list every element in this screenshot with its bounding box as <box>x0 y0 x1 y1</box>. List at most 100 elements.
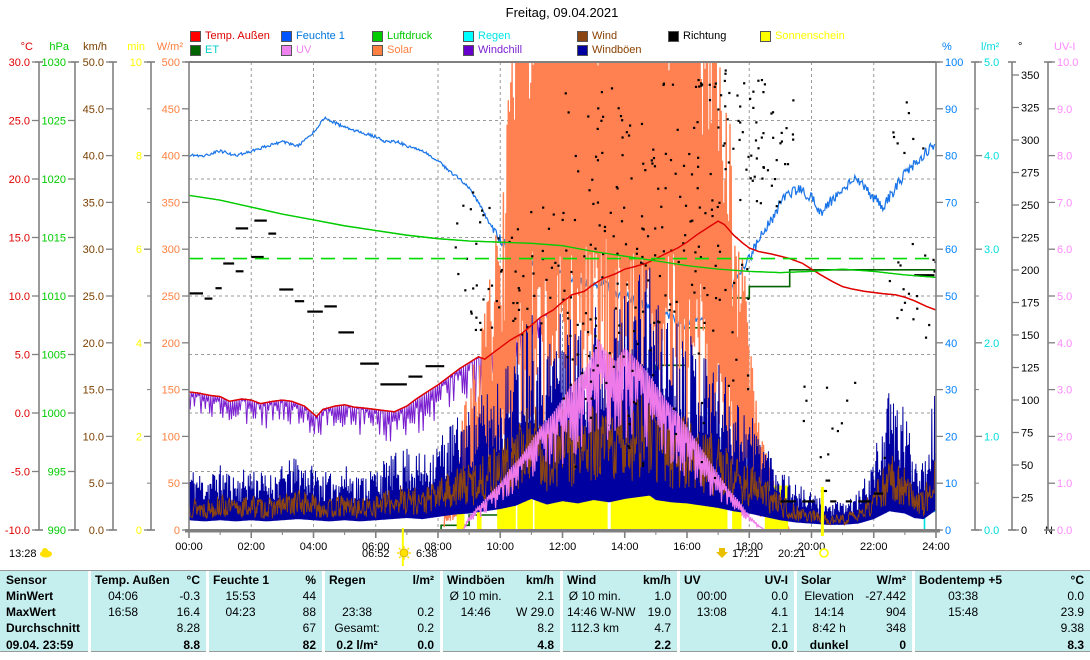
table-cell-Feuchte 1: 15:53 44 <box>206 588 322 604</box>
direction-dot <box>644 264 647 267</box>
direction-dot <box>651 162 654 165</box>
tick-label-rain: 3.0 <box>984 244 999 256</box>
direction-dot <box>752 106 755 109</box>
direction-dot <box>628 423 631 426</box>
direction-dot <box>627 444 630 448</box>
direction-dot <box>714 296 718 300</box>
direction-dot <box>516 228 520 231</box>
table-cell-Feuchte 1: Feuchte 1% <box>206 571 322 588</box>
direction-dot <box>896 142 899 145</box>
direction-dot <box>454 246 457 249</box>
direction-dot <box>516 301 519 305</box>
direction-dot <box>618 324 621 327</box>
direction-dot <box>596 159 600 162</box>
direction-dot <box>617 107 620 110</box>
direction-dot <box>609 211 612 214</box>
table-cell-text: 4.8 <box>537 637 554 652</box>
direction-dot <box>775 159 778 162</box>
tick-label-solar: 250 <box>162 291 180 303</box>
direction-dot <box>456 222 459 225</box>
direction-dot <box>747 155 750 158</box>
direction-dot <box>714 264 717 267</box>
table-cell-Windböen: 4.8 <box>440 636 560 653</box>
tick-label-wind: 50.0 <box>83 57 104 69</box>
table-row-label: Durchschnitt <box>6 621 81 635</box>
direction-dot <box>662 250 665 253</box>
table-cell-Regen: Regen l/m² <box>322 571 440 588</box>
table-cell-text: UV-I <box>764 572 788 587</box>
sensor-table: Sensor Temp. Außen °C Feuchte 1% Regen l/m² Wi… <box>0 570 1090 653</box>
direction-dot <box>640 122 644 126</box>
direction-dot <box>562 298 565 301</box>
table-cell-text: 13:08 <box>696 605 727 619</box>
direction-dot <box>627 134 631 137</box>
series-Luftdruck <box>189 194 936 278</box>
direction-dot <box>591 178 594 181</box>
direction-dot <box>713 85 716 88</box>
cloud-icon-top <box>42 548 48 554</box>
direction-dot <box>762 166 766 169</box>
x-tick-label: 10:00 <box>486 541 514 553</box>
direction-dot <box>640 215 644 218</box>
direction-dot <box>703 321 706 325</box>
direction-dot <box>785 127 788 130</box>
table-cell-Temp. Außen: 04:06 -0.3 <box>88 588 206 604</box>
table-cell-Wind: 2.2 <box>560 636 677 653</box>
direction-dot <box>621 154 624 157</box>
direction-dot <box>605 381 608 385</box>
direction-dot <box>724 288 727 292</box>
direction-dot <box>682 242 685 245</box>
direction-dot <box>554 261 557 264</box>
direction-dot <box>500 269 503 272</box>
table-cell-text: 2.2 <box>654 637 671 652</box>
direction-dot <box>557 264 560 267</box>
direction-dot <box>711 214 714 218</box>
direction-dot <box>662 83 665 87</box>
direction-dot <box>545 278 548 282</box>
direction-dot <box>757 79 760 82</box>
x-tick-label: 24:00 <box>922 541 950 553</box>
tick-label-solar: 300 <box>162 244 180 256</box>
direction-dot <box>547 227 551 230</box>
tick-label-pressure: 990 <box>48 525 66 537</box>
direction-dot <box>541 249 544 253</box>
direction-dot <box>624 243 628 246</box>
series-UV <box>462 339 765 530</box>
direction-dot <box>616 252 619 255</box>
x-tick-label: 08:00 <box>424 541 452 553</box>
marker-time-moonset: 17:21 <box>732 548 760 560</box>
table-cell-Regen: 23:38 0.2 <box>322 604 440 620</box>
direction-dot <box>621 136 624 139</box>
direction-dot <box>500 270 503 273</box>
direction-dot <box>526 307 529 310</box>
direction-dot <box>697 352 700 355</box>
marker-time-sunset: 20:21 <box>778 548 806 560</box>
direction-dot <box>640 261 643 264</box>
table-cell-text: 23.9 <box>1060 605 1084 619</box>
direction-dot <box>679 195 682 198</box>
table-cell-text: 0.2 <box>417 621 434 635</box>
direction-dot <box>708 83 711 86</box>
table-cell-text: 16.4 <box>176 605 200 619</box>
direction-dot <box>755 157 758 160</box>
direction-dot <box>724 72 727 75</box>
direction-dot <box>677 260 680 264</box>
direction-dot <box>653 165 657 168</box>
direction-dot <box>694 270 697 273</box>
direction-dot <box>482 214 485 217</box>
tick-label-wind: 20.0 <box>83 338 104 350</box>
tick-label-rain: 0.0 <box>984 525 999 537</box>
x-tick-label: 06:00 <box>362 541 390 553</box>
direction-dot <box>564 92 567 95</box>
tick-label-percent: 70 <box>945 197 957 209</box>
direction-dot <box>739 121 742 124</box>
tick-label-sunshine: 10 <box>130 57 142 69</box>
axis-unit-wind: km/h <box>83 41 107 53</box>
direction-dot <box>727 161 730 164</box>
direction-dot <box>549 296 552 299</box>
direction-dot <box>589 380 593 383</box>
table-cell-text: -0.3 <box>179 589 200 603</box>
table-cell-text: 0.0 <box>771 637 788 652</box>
direction-dot <box>622 355 625 358</box>
